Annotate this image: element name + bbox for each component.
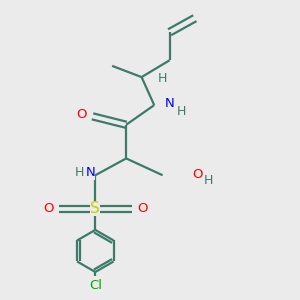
Text: H: H	[75, 167, 85, 179]
Text: N: N	[85, 167, 95, 179]
Text: O: O	[137, 202, 148, 215]
Text: O: O	[192, 168, 203, 181]
Text: H: H	[158, 72, 167, 85]
Text: S: S	[90, 201, 100, 216]
Text: H: H	[177, 105, 186, 118]
Text: O: O	[43, 202, 53, 215]
Text: N: N	[165, 97, 175, 110]
Text: O: O	[76, 108, 86, 121]
Text: H: H	[203, 173, 213, 187]
Text: Cl: Cl	[89, 279, 102, 292]
